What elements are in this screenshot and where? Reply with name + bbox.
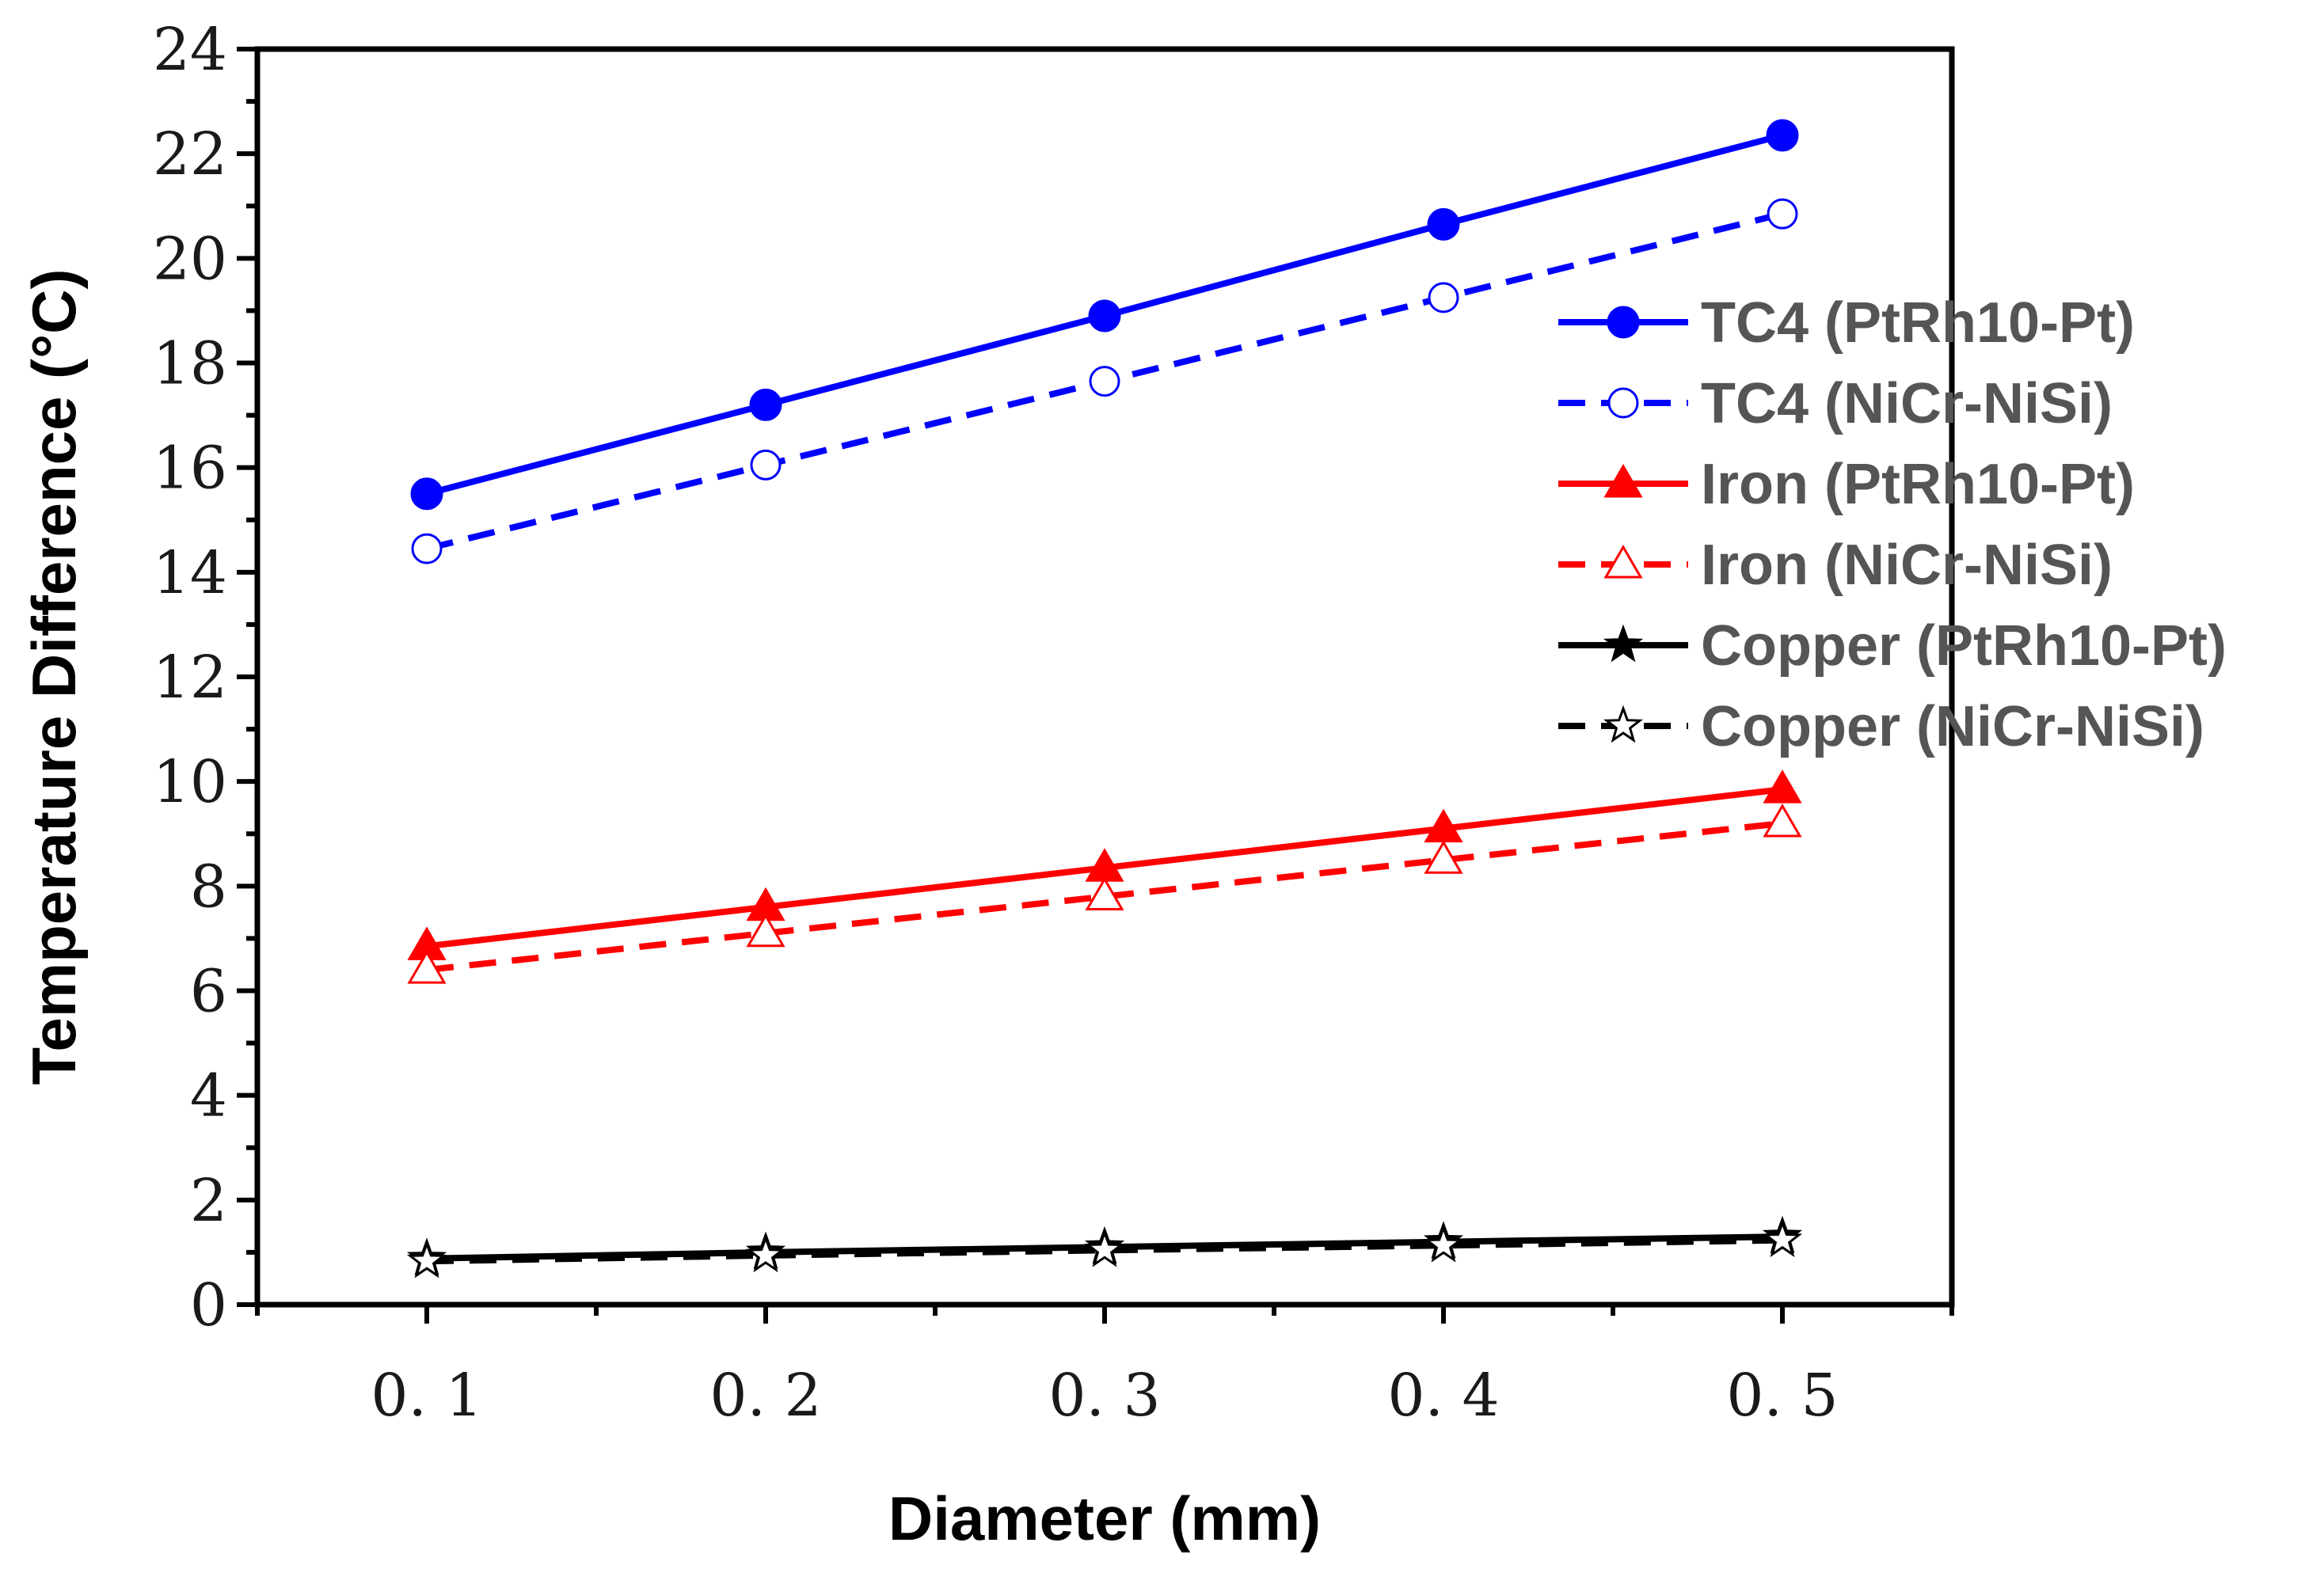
series-2 — [407, 769, 1802, 960]
legend-label: Copper (NiCr-NiSi) — [1701, 695, 2204, 758]
data-point — [1424, 840, 1463, 874]
legend-label: TC4 (PtRh10-Pt) — [1701, 291, 2135, 355]
data-point — [1766, 119, 1799, 152]
data-point — [1763, 804, 1802, 838]
data-point — [746, 913, 785, 948]
legend-entry: TC4 (PtRh10-Pt) — [1558, 291, 2135, 355]
y-tick-label: 4 — [190, 1062, 227, 1130]
y-tick-label: 20 — [153, 225, 227, 293]
y-tick-label: 6 — [190, 958, 227, 1026]
legend-marker — [1607, 387, 1639, 419]
x-tick-label: 0. 2 — [709, 1362, 821, 1430]
y-axis-title: Temperature Difference (°C) — [19, 269, 89, 1085]
x-tick-label: 0. 5 — [1726, 1362, 1838, 1430]
x-tick-label: 0. 1 — [371, 1362, 482, 1430]
data-point — [1762, 1219, 1803, 1258]
data-point — [1767, 198, 1798, 230]
data-point — [1085, 876, 1124, 911]
series-line — [426, 1237, 1783, 1265]
data-point — [1089, 366, 1120, 397]
y-tick-label: 22 — [153, 120, 227, 188]
legend-marker — [1603, 624, 1644, 663]
y-tick-label: 2 — [190, 1167, 227, 1235]
legend-entry: TC4 (NiCr-NiSi) — [1558, 372, 2113, 435]
y-tick-label: 0 — [190, 1271, 227, 1339]
plot-series — [406, 119, 1803, 1279]
data-point — [1763, 769, 1802, 804]
data-point — [1427, 207, 1460, 241]
legend-marker — [1603, 464, 1643, 498]
legend-entry: Copper (PtRh10-Pt) — [1558, 614, 2227, 678]
legend-entry: Iron (NiCr-NiSi) — [1558, 534, 2113, 597]
series-1 — [411, 198, 1798, 564]
y-tick-label: 16 — [153, 435, 227, 503]
legend-entry: Copper (NiCr-NiSi) — [1558, 695, 2204, 758]
y-tick-label: 12 — [153, 644, 227, 712]
legend-entry: Iron (PtRh10-Pt) — [1558, 453, 2135, 516]
x-tick-label: 0. 4 — [1387, 1362, 1499, 1430]
series-line — [426, 820, 1783, 974]
data-point — [1428, 282, 1459, 313]
x-tick-label: 0. 3 — [1048, 1362, 1160, 1430]
legend-marker — [1607, 306, 1640, 339]
data-point — [407, 950, 447, 984]
data-point — [750, 449, 782, 481]
data-point — [749, 388, 782, 421]
legend-label: Copper (PtRh10-Pt) — [1701, 614, 2227, 678]
x-axis-title: Diameter (mm) — [888, 1484, 1321, 1553]
legend-label: Iron (PtRh10-Pt) — [1701, 453, 2135, 516]
series-0 — [410, 119, 1799, 511]
y-tick-label: 10 — [153, 748, 227, 816]
series-3 — [407, 804, 1802, 984]
data-point — [1088, 299, 1121, 332]
y-tick-label: 18 — [153, 330, 227, 398]
data-point — [1084, 1229, 1125, 1267]
y-tick-label: 8 — [190, 853, 227, 921]
legend-label: Iron (NiCr-NiSi) — [1701, 534, 2113, 597]
data-point — [410, 477, 443, 511]
y-tick-label: 24 — [153, 16, 227, 84]
data-point — [1423, 1224, 1464, 1263]
data-point — [745, 1234, 786, 1273]
legend-label: TC4 (NiCr-NiSi) — [1701, 372, 2113, 435]
data-point — [411, 533, 443, 564]
data-point — [406, 1240, 447, 1279]
legend: TC4 (PtRh10-Pt) TC4 (NiCr-NiSi) Iron (PtRh… — [1558, 291, 2227, 758]
legend-marker — [1603, 545, 1643, 579]
y-tick-label: 14 — [153, 539, 227, 607]
legend-marker — [1603, 705, 1644, 743]
series-5 — [406, 1219, 1803, 1279]
